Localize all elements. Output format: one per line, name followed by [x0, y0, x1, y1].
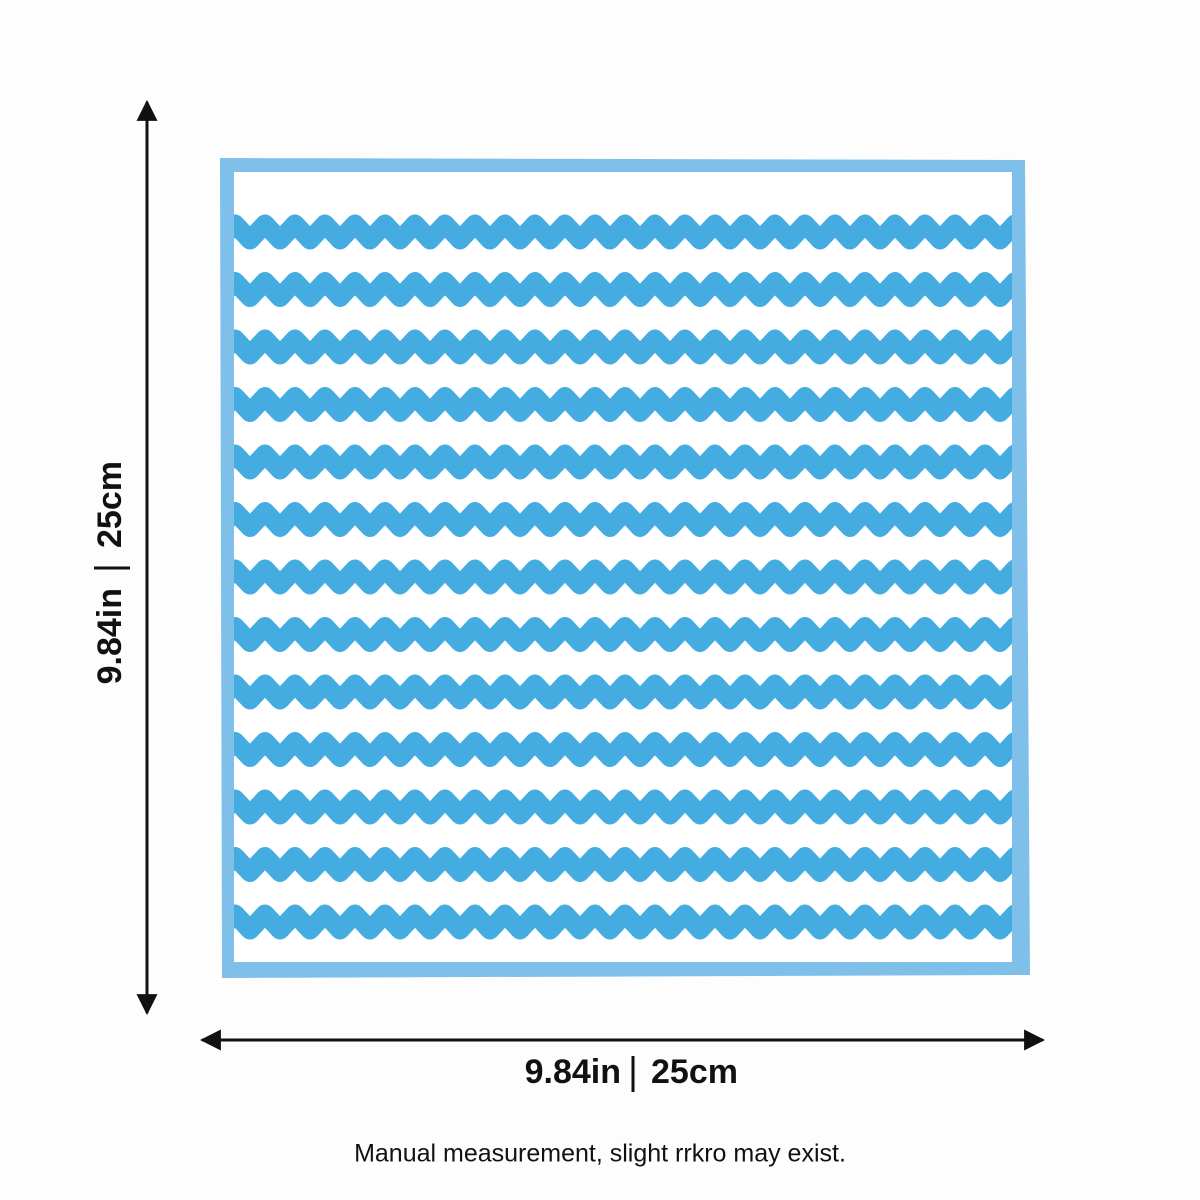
height-label: 9.84in 25cm: [91, 461, 130, 684]
width-label: 9.84in 25cm: [525, 1053, 738, 1092]
zigzag-stripe: [234, 674, 1012, 710]
width-cm: 25cm: [651, 1053, 738, 1091]
zigzag-stripe: [234, 329, 1012, 365]
zigzag-stripe: [234, 617, 1012, 652]
width-inches: 9.84in: [525, 1053, 621, 1091]
zigzag-stripe: [234, 789, 1012, 825]
cloth: [220, 158, 1030, 978]
height-cm: 25cm: [91, 461, 129, 548]
zigzag-stripe: [234, 559, 1012, 595]
zigzag-stripe: [234, 904, 1012, 940]
zigzag-stripe: [234, 444, 1012, 480]
height-inches: 9.84in: [91, 588, 129, 684]
zigzag-stripe: [234, 214, 1012, 250]
zigzag-stripe: [234, 387, 1012, 422]
zigzag-stripe: [234, 847, 1012, 882]
zigzag-stripe: [234, 272, 1012, 307]
note: Manual measurement, slight rrkro may exi…: [354, 1140, 846, 1168]
cloth-stripes: [234, 214, 1012, 940]
zigzag-stripe: [234, 732, 1012, 767]
zigzag-stripe: [234, 502, 1012, 537]
